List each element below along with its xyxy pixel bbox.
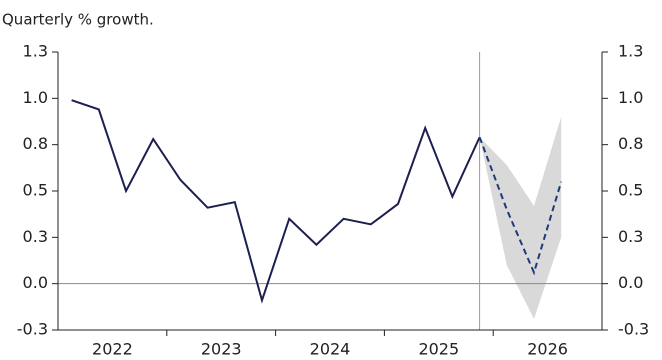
y-tick-label: 0.0	[23, 273, 48, 292]
y-tick-label: 0.8	[23, 134, 48, 153]
y2-tick-label: 0.3	[618, 227, 643, 246]
y-tick-label: 1.3	[23, 42, 48, 61]
x-tick-label: 2025	[418, 340, 459, 359]
data-line	[71, 99, 481, 304]
forecast-band	[479, 116, 562, 319]
chart-subtitle: Quarterly % growth.	[2, 11, 154, 29]
y2-tick-label: 0.8	[618, 134, 643, 153]
y2-tick-label: 0.5	[618, 181, 643, 200]
y2-tick-label: 0.0	[618, 273, 643, 292]
y-tick-label: 1.0	[23, 88, 48, 107]
y-tick-label: -0.3	[17, 320, 48, 339]
y2-tick-label: -0.3	[618, 320, 649, 339]
y2-tick-label: 1.0	[618, 88, 643, 107]
y-tick-label: 0.3	[23, 227, 48, 246]
x-tick-label: 2026	[527, 340, 568, 359]
y2-tick-label: 1.3	[618, 42, 643, 61]
y-tick-label: 0.5	[23, 181, 48, 200]
x-tick-label: 2023	[201, 340, 242, 359]
x-tick-label: 2024	[310, 340, 351, 359]
x-tick-label: 2022	[92, 340, 133, 359]
forecast-line	[478, 136, 563, 276]
